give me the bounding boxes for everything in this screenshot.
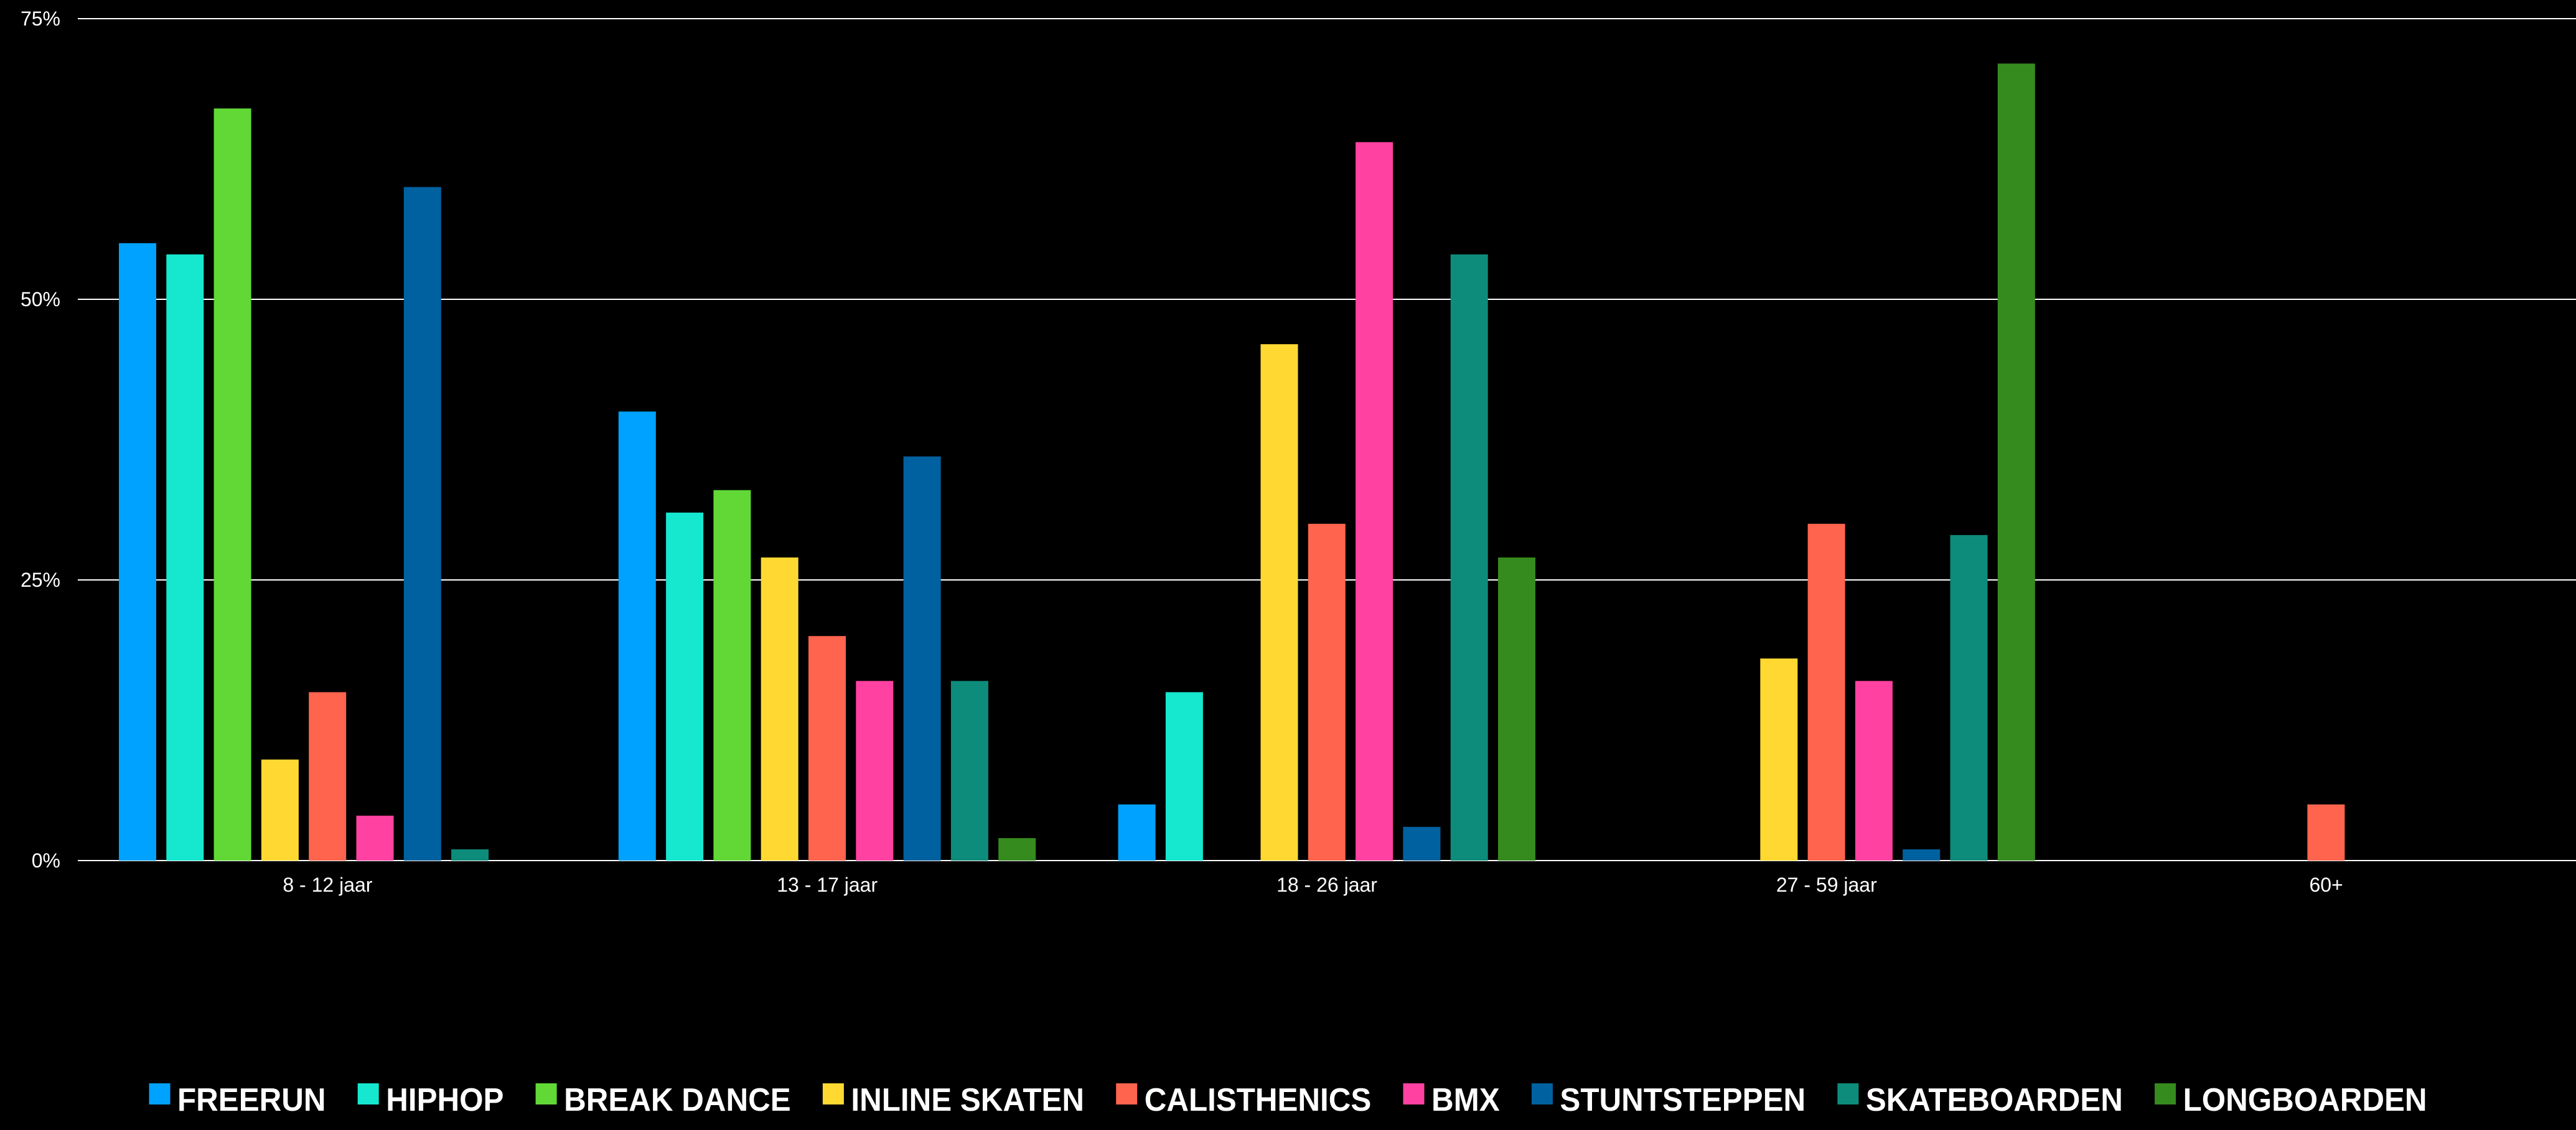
- legend-label: CALISTHENICS: [1145, 1082, 1372, 1118]
- legend-swatch: [1837, 1083, 1859, 1104]
- legend-swatch: [1403, 1083, 1425, 1104]
- bar-calisthenics: [309, 692, 347, 861]
- legend-swatch: [535, 1083, 557, 1104]
- bar-stuntsteppen: [1903, 849, 1941, 861]
- legend[interactable]: FREERUN HIPHOP BREAK DANCE INLINE SKATEN CAL…: [149, 1082, 2427, 1118]
- bar-freerun: [1118, 804, 1156, 861]
- legend-item-inline-skaten[interactable]: INLINE SKATEN: [822, 1082, 1084, 1118]
- bar-stuntsteppen: [1403, 826, 1441, 861]
- bar-freerun: [618, 411, 656, 861]
- legend-item-bmx[interactable]: BMX: [1403, 1082, 1500, 1118]
- legend-label: STUNTSTEPPEN: [1560, 1082, 1806, 1118]
- bar-calisthenics: [2307, 804, 2345, 861]
- bar-skateboarden: [1950, 535, 1988, 861]
- bar-longboarden: [1997, 63, 2035, 861]
- bar-stuntsteppen: [903, 456, 941, 861]
- legend-item-skateboarden[interactable]: SKATEBOARDEN: [1837, 1082, 2123, 1118]
- bar-hiphop: [166, 254, 204, 861]
- bar-inline-skaten: [1760, 658, 1798, 861]
- bar-freerun: [119, 243, 156, 861]
- bar-calisthenics: [1807, 523, 1845, 861]
- legend-label: FREERUN: [177, 1082, 326, 1118]
- x-tick-label: 27 - 59 jaar: [1776, 874, 1877, 896]
- legend-label: HIPHOP: [386, 1082, 503, 1118]
- legend-label: BMX: [1431, 1082, 1500, 1118]
- bar-bmx: [1356, 142, 1393, 861]
- y-tick-label: 75%: [21, 7, 60, 30]
- bar-skateboarden: [950, 681, 988, 861]
- bar-bmx: [856, 681, 894, 861]
- legend-swatch: [2155, 1083, 2176, 1104]
- bar-hiphop: [666, 512, 704, 861]
- x-tick-label: 18 - 26 jaar: [1276, 874, 1377, 896]
- legend-item-freerun[interactable]: FREERUN: [149, 1082, 326, 1118]
- legend-swatch: [149, 1083, 171, 1104]
- x-tick-label: 13 - 17 jaar: [777, 874, 878, 896]
- bar-calisthenics: [1308, 523, 1346, 861]
- bar-inline-skaten: [1260, 344, 1298, 861]
- legend-item-calisthenics[interactable]: CALISTHENICS: [1116, 1082, 1371, 1118]
- bar-longboarden: [1498, 557, 1535, 861]
- x-tick-label: 8 - 12 jaar: [283, 874, 372, 896]
- legend-label: BREAK DANCE: [564, 1082, 791, 1118]
- y-axis-ticks: 0% 25% 50% 75%: [21, 7, 60, 872]
- legend-item-break-dance[interactable]: BREAK DANCE: [535, 1082, 791, 1118]
- bar-inline-skaten: [261, 759, 299, 861]
- legend-label: SKATEBOARDEN: [1866, 1082, 2123, 1118]
- x-tick-label: 60+: [2309, 874, 2343, 896]
- legend-label: LONGBOARDEN: [2183, 1082, 2427, 1118]
- bar-bmx: [356, 815, 394, 861]
- legend-label: INLINE SKATEN: [851, 1082, 1084, 1118]
- bar-longboarden: [998, 838, 1036, 861]
- legend-item-longboarden[interactable]: LONGBOARDEN: [2155, 1082, 2427, 1118]
- legend-swatch: [822, 1083, 844, 1104]
- bar-calisthenics: [808, 636, 846, 861]
- legend-swatch: [1531, 1083, 1553, 1104]
- bar-break-dance: [713, 490, 751, 861]
- y-tick-label: 0%: [32, 849, 60, 872]
- bar-hiphop: [1165, 692, 1203, 861]
- bar-skateboarden: [451, 849, 489, 861]
- bars: [119, 63, 2345, 861]
- x-axis-ticks: 8 - 12 jaar 13 - 17 jaar 18 - 26 jaar 27 - …: [283, 874, 2343, 896]
- bar-bmx: [1855, 681, 1893, 861]
- bar-skateboarden: [1450, 254, 1488, 861]
- legend-item-hiphop[interactable]: HIPHOP: [357, 1082, 504, 1118]
- legend-item-stuntsteppen[interactable]: STUNTSTEPPEN: [1531, 1082, 1806, 1118]
- bar-inline-skaten: [761, 557, 799, 861]
- legend-swatch: [357, 1083, 379, 1104]
- y-tick-label: 50%: [21, 288, 60, 311]
- bar-break-dance: [213, 108, 251, 861]
- legend-swatch: [1116, 1083, 1138, 1104]
- y-tick-label: 25%: [21, 569, 60, 591]
- bar-stuntsteppen: [403, 187, 441, 861]
